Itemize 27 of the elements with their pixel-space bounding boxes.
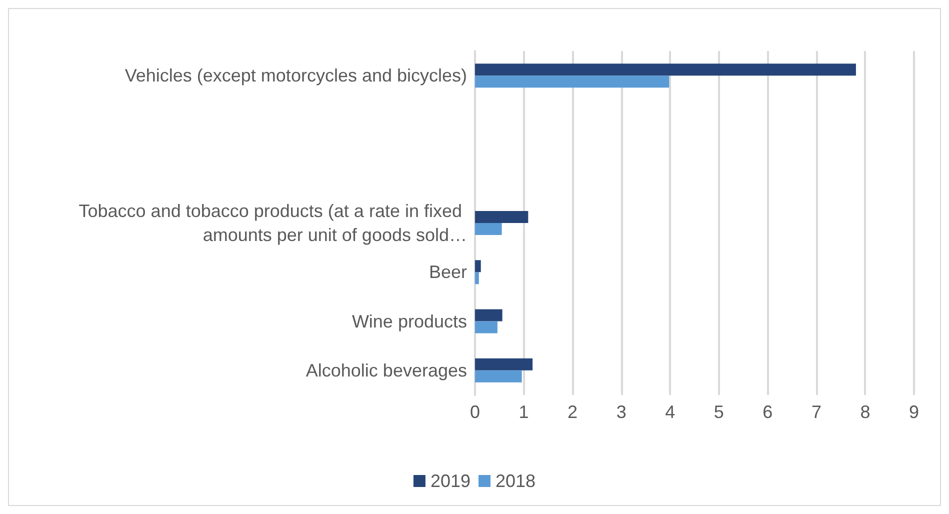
y-tick-label: Wine products <box>352 311 467 332</box>
bar <box>475 358 533 370</box>
bar <box>475 260 481 272</box>
x-tick-label: 0 <box>470 402 480 422</box>
bar <box>475 223 502 235</box>
x-tick-label: 8 <box>860 402 870 422</box>
y-tick-label: Beer <box>428 262 467 282</box>
y-tick-label: Alcoholic beverages <box>306 360 467 380</box>
x-tick-label: 1 <box>518 402 529 422</box>
bar <box>475 309 502 322</box>
y-tick-label: Tobacco and tobacco products (at a rate in fixed amounts per unit of goods sold… <box>78 201 467 245</box>
x-tick-label: 3 <box>616 402 626 422</box>
bar <box>475 211 528 223</box>
x-tick-label: 9 <box>908 402 920 422</box>
legend-label: 2018 <box>496 471 536 491</box>
bar <box>475 64 856 76</box>
legend-label: 2019 <box>430 471 471 491</box>
y-tick-label: Vehicles (except motorcycles and bicycles) <box>124 66 467 86</box>
bar <box>475 370 522 382</box>
x-tick-label: 2 <box>568 402 578 422</box>
bar <box>475 76 670 88</box>
bar <box>475 272 479 284</box>
x-tick-label: 5 <box>714 402 724 422</box>
x-tick-label: 6 <box>762 402 773 422</box>
bar <box>475 321 498 334</box>
x-tick-label: 7 <box>811 402 822 422</box>
x-tick-label: 4 <box>665 402 676 422</box>
